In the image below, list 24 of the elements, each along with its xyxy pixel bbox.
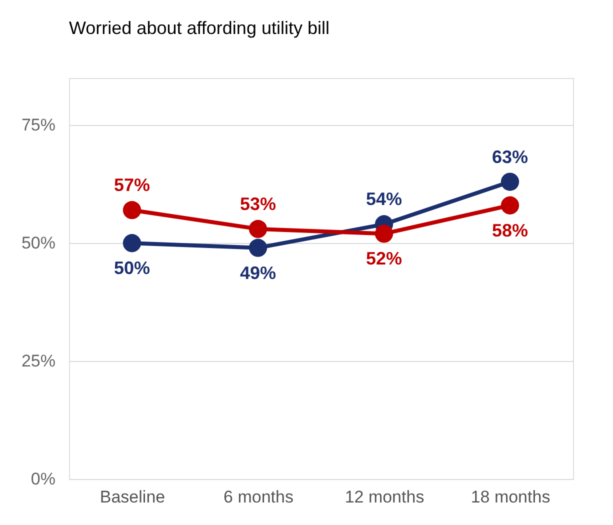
data-label: 54% (366, 189, 402, 210)
point (122, 201, 142, 220)
data-label: 49% (240, 262, 276, 283)
data-label: 57% (114, 175, 150, 196)
y-tick-label: 75% (21, 116, 56, 135)
x-tick-label: 6 months (224, 488, 294, 506)
point (500, 196, 520, 214)
data-label: 50% (114, 258, 150, 278)
x-tick-label: 18 months (470, 488, 550, 506)
data-label: 63% (492, 146, 528, 167)
point (500, 172, 520, 191)
data-label: 58% (492, 220, 528, 240)
x-tick-label: 12 months (344, 488, 424, 506)
y-tick-label: 25% (21, 352, 56, 371)
y-tick-label: 50% (21, 234, 56, 253)
point (122, 234, 142, 252)
y-tick-label: 0% (30, 470, 56, 488)
point (248, 220, 268, 238)
chart-title: Worried about affording utility bill (69, 18, 330, 38)
data-label: 53% (240, 194, 276, 214)
data-label: 52% (366, 248, 402, 269)
point (248, 238, 268, 257)
point (374, 224, 394, 243)
x-tick-label: Baseline (100, 488, 166, 506)
